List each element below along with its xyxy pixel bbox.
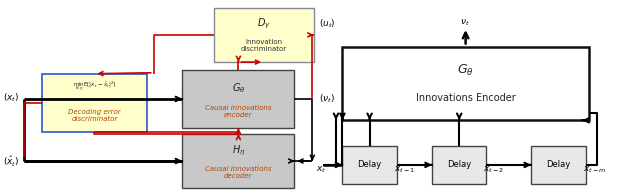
Text: Delay: Delay [358, 160, 381, 169]
Text: $x_{t-m}$: $x_{t-m}$ [584, 165, 607, 175]
Text: $\cdots$: $\cdots$ [511, 157, 524, 171]
Text: $H_{\eta}$: $H_{\eta}$ [232, 144, 245, 158]
Text: Causal innovations
decoder: Causal innovations decoder [205, 166, 271, 179]
Text: Innovation
discriminator: Innovation discriminator [241, 39, 287, 52]
Bar [182, 70, 294, 128]
Text: $(u_t)$: $(u_t)$ [319, 18, 335, 30]
Text: Decoding error
discriminator: Decoding error discriminator [68, 109, 121, 122]
Text: $x_{t-2}$: $x_{t-2}$ [483, 165, 505, 175]
Text: $G_{\theta}$: $G_{\theta}$ [232, 81, 245, 95]
Bar [531, 146, 586, 184]
Text: $x_{t-1}$: $x_{t-1}$ [394, 165, 415, 175]
Bar [214, 8, 314, 62]
Text: $\min_{\theta,\eta}\mathrm{E}[|x_t-\hat{x}_t|^2]$: $\min_{\theta,\eta}\mathrm{E}[|x_t-\hat{… [73, 79, 116, 94]
Text: $D_{\gamma}$: $D_{\gamma}$ [257, 17, 271, 31]
Bar [182, 134, 294, 188]
Text: $x_t$: $x_t$ [316, 165, 326, 175]
Bar [342, 146, 397, 184]
Text: $G_{\theta}$: $G_{\theta}$ [457, 63, 474, 78]
Bar [42, 74, 147, 132]
Text: Delay: Delay [547, 160, 570, 169]
Text: $\nu_t$: $\nu_t$ [460, 17, 470, 28]
Bar [342, 47, 589, 120]
Text: Innovations Encoder: Innovations Encoder [416, 93, 515, 103]
Text: Causal innovations
encoder: Causal innovations encoder [205, 105, 271, 118]
Bar [432, 146, 486, 184]
Text: $(\nu_t)$: $(\nu_t)$ [319, 93, 335, 105]
Text: $(x_t)$: $(x_t)$ [3, 92, 19, 104]
Text: $(\hat{x}_t)$: $(\hat{x}_t)$ [3, 155, 20, 169]
Text: Delay: Delay [447, 160, 471, 169]
